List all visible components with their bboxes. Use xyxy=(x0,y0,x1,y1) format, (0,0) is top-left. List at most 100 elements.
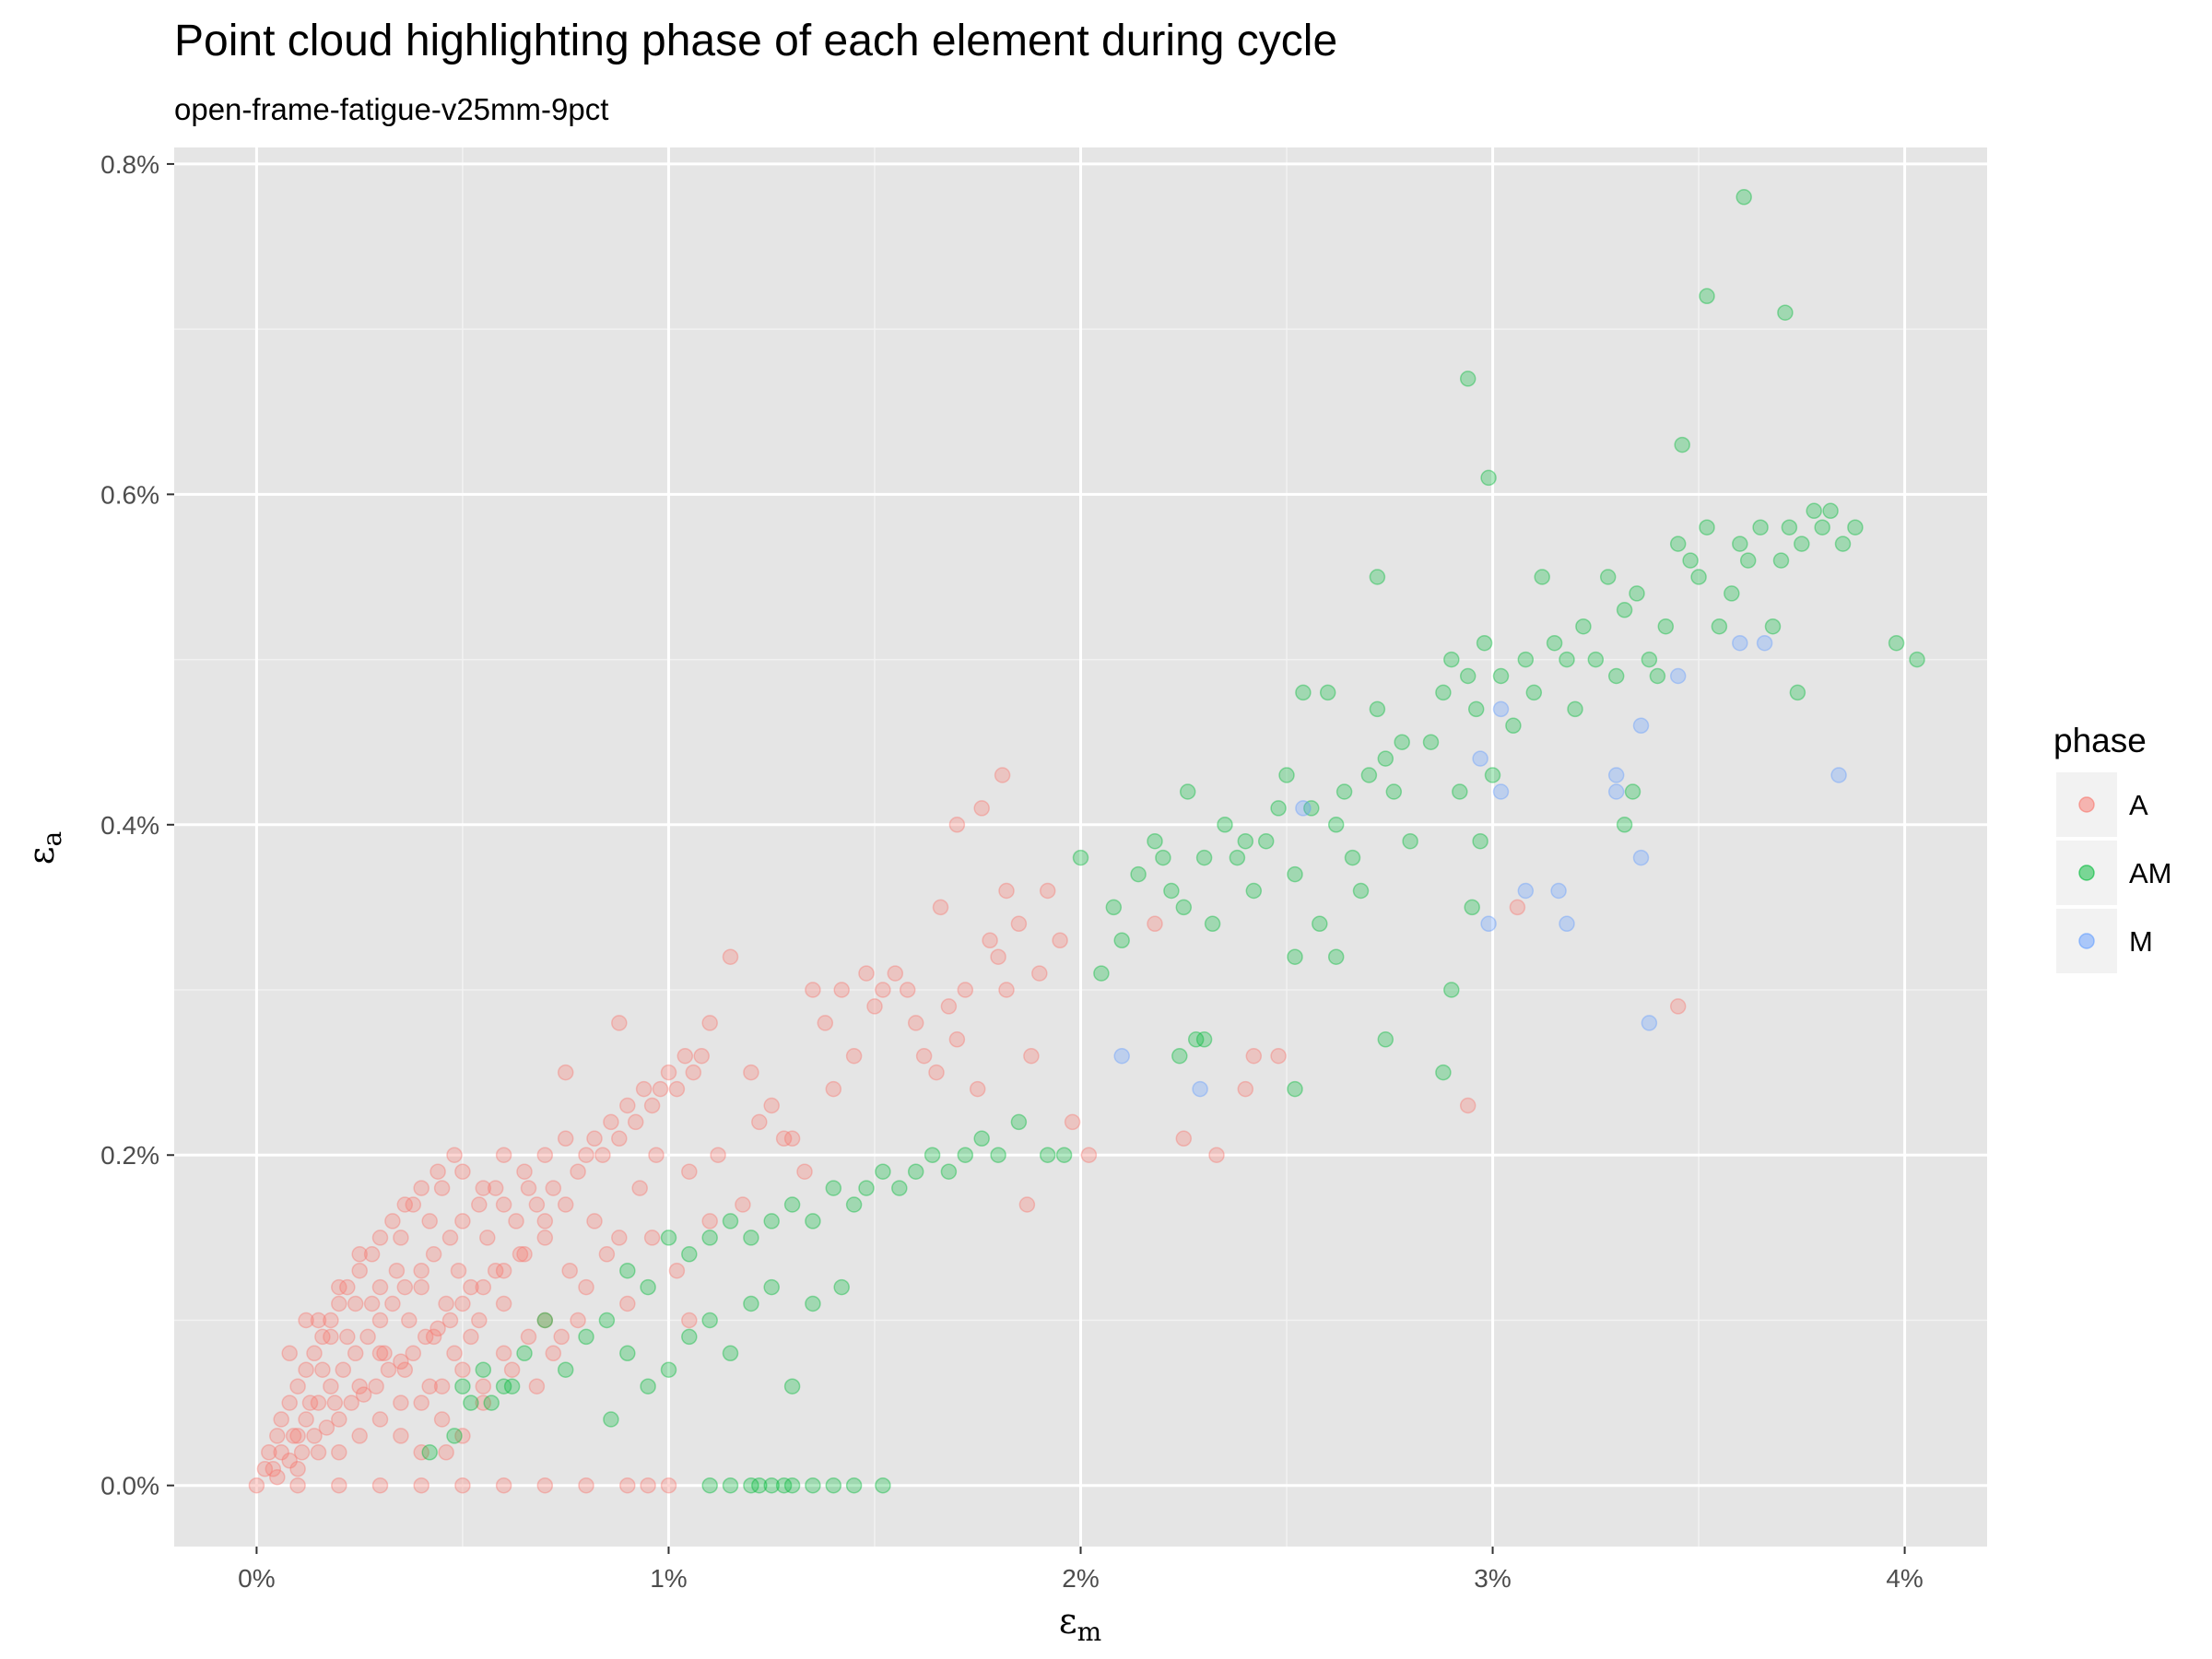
data-point xyxy=(363,1246,381,1263)
data-point xyxy=(446,1345,463,1362)
data-point xyxy=(743,1477,759,1494)
data-point xyxy=(722,1213,739,1230)
data-point xyxy=(1830,767,1847,783)
data-point xyxy=(611,1015,628,1031)
data-point xyxy=(1888,634,1905,652)
data-point xyxy=(1130,865,1147,883)
data-point xyxy=(858,1180,875,1196)
data-point xyxy=(751,1477,768,1494)
data-point xyxy=(454,1213,471,1230)
data-point xyxy=(743,1230,759,1246)
data-point xyxy=(425,1246,442,1263)
data-point xyxy=(310,1444,327,1461)
data-point xyxy=(351,1262,368,1279)
data-point xyxy=(668,1080,686,1098)
data-point xyxy=(1217,817,1233,833)
data-point xyxy=(413,1394,429,1411)
data-point xyxy=(825,1180,842,1196)
data-point xyxy=(833,982,850,998)
data-point xyxy=(1629,585,1645,602)
data-point xyxy=(722,1477,739,1494)
data-point xyxy=(1699,519,1715,535)
data-point xyxy=(495,1147,512,1163)
data-point xyxy=(359,1328,376,1346)
data-point xyxy=(339,1278,356,1296)
data-point xyxy=(289,1378,306,1394)
data-point xyxy=(396,1196,414,1213)
data-point xyxy=(1789,684,1806,701)
data-point xyxy=(681,1163,698,1180)
data-point xyxy=(643,1230,661,1246)
data-point xyxy=(1567,700,1583,718)
data-point xyxy=(454,1361,471,1378)
data-point xyxy=(516,1163,533,1180)
data-point xyxy=(1777,304,1794,321)
data-point xyxy=(1245,882,1263,900)
data-point xyxy=(516,1345,533,1362)
data-point xyxy=(627,1113,644,1131)
data-point xyxy=(611,1230,628,1246)
data-point xyxy=(1369,569,1386,585)
data-point xyxy=(314,1361,331,1378)
data-point xyxy=(1064,1113,1081,1131)
data-point xyxy=(1385,783,1403,800)
data-point xyxy=(1369,700,1386,718)
data-point xyxy=(393,1230,409,1246)
x-tick-label: 2% xyxy=(1062,1564,1099,1593)
data-point xyxy=(1467,700,1485,718)
data-point xyxy=(722,948,739,965)
data-point xyxy=(805,1477,821,1494)
data-point xyxy=(495,1477,512,1494)
data-point xyxy=(907,1163,924,1180)
data-point xyxy=(875,982,891,998)
data-point xyxy=(1072,849,1089,866)
data-point xyxy=(1834,535,1852,552)
data-point xyxy=(643,1097,661,1114)
data-point xyxy=(948,1031,966,1048)
data-point xyxy=(586,1130,603,1147)
data-point xyxy=(1187,1031,1205,1048)
data-point xyxy=(1204,915,1221,933)
data-point xyxy=(301,1394,319,1411)
data-point xyxy=(1287,865,1303,883)
data-point xyxy=(1464,899,1480,916)
data-point xyxy=(1509,899,1526,916)
legend-label: A xyxy=(2129,789,2148,821)
data-point xyxy=(1435,684,1452,701)
data-point xyxy=(273,1444,289,1461)
data-point xyxy=(1752,519,1769,535)
data-point xyxy=(969,1080,986,1098)
data-point xyxy=(446,1147,463,1163)
data-point xyxy=(1163,882,1180,900)
data-points xyxy=(248,189,1925,1494)
data-point xyxy=(1093,965,1110,982)
data-point xyxy=(1480,915,1497,933)
data-point xyxy=(710,1147,726,1163)
data-point xyxy=(640,1278,656,1296)
data-point xyxy=(668,1262,686,1279)
data-point xyxy=(351,1378,368,1394)
data-point xyxy=(1303,800,1320,817)
data-point xyxy=(339,1328,356,1346)
y-tick-label: 0.8% xyxy=(100,150,159,179)
data-point xyxy=(1690,569,1707,585)
data-point xyxy=(289,1428,306,1444)
data-point xyxy=(413,1262,429,1279)
data-point xyxy=(866,998,883,1015)
data-point xyxy=(701,1477,718,1494)
data-point xyxy=(586,1213,603,1230)
data-point xyxy=(1344,849,1361,866)
data-point xyxy=(355,1386,372,1403)
data-point xyxy=(371,1278,389,1296)
x-tick-label: 3% xyxy=(1474,1564,1511,1593)
data-point xyxy=(693,1047,710,1065)
data-point xyxy=(314,1328,331,1346)
data-point xyxy=(751,1113,768,1131)
data-point xyxy=(570,1163,586,1180)
data-point xyxy=(413,1477,429,1494)
series-a xyxy=(248,767,1687,1494)
data-point xyxy=(269,1428,286,1444)
data-point xyxy=(1195,1031,1213,1048)
data-point xyxy=(611,1130,628,1147)
